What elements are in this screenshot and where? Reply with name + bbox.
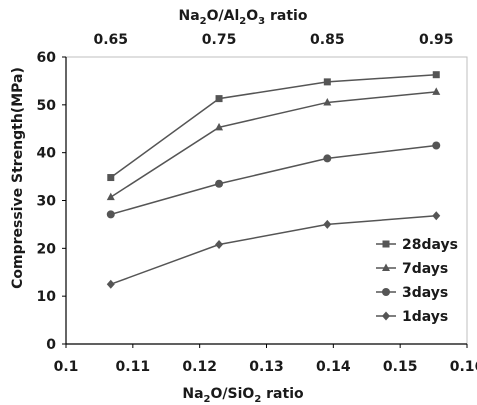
legend-marker <box>382 288 390 296</box>
data-point-28days <box>432 71 440 79</box>
x-tick-label: 0.16 <box>450 359 477 375</box>
data-point-1days <box>432 211 441 221</box>
y-tick-label: 60 <box>37 50 57 66</box>
data-point-28days <box>107 174 115 182</box>
data-point-7days <box>215 122 224 131</box>
top-tick-label: 0.65 <box>94 32 129 48</box>
x-tick-label: 0.11 <box>116 359 151 375</box>
x-tick-label: 0.13 <box>249 359 284 375</box>
legend-label: 1days <box>402 309 448 325</box>
series-line-7days <box>110 91 437 198</box>
data-point-3days <box>215 179 224 188</box>
data-point-28days <box>215 95 223 103</box>
series-line-1days <box>110 215 437 285</box>
legend-marker <box>382 240 390 248</box>
legend-item-3days: 3days <box>376 285 448 301</box>
series-line-3days <box>110 144 437 216</box>
legend-item-1days: 1days <box>376 309 448 325</box>
top-tick-label: 0.85 <box>310 32 345 48</box>
legend-item-7days: 7days <box>376 261 448 277</box>
x-tick-label: 0.15 <box>383 359 418 375</box>
y-tick-label: 20 <box>37 241 57 257</box>
y-tick-label: 30 <box>37 194 57 210</box>
top-axis-title: Na2O/Al2O3 ratio <box>179 8 308 27</box>
x-tick-label: 0.14 <box>316 359 351 375</box>
chart-legend: 28days 7days 3days 1days <box>376 237 458 325</box>
legend-label: 3days <box>402 285 448 301</box>
top-tick-label: 0.95 <box>419 32 454 48</box>
data-point-3days <box>432 141 441 150</box>
data-point-1days <box>106 279 115 289</box>
y-axis-title: Compressive Strength(MPa) <box>10 67 26 289</box>
legend-item-28days: 28days <box>376 237 458 253</box>
y-tick-label: 0 <box>46 337 56 353</box>
data-point-7days <box>106 192 115 201</box>
data-point-1days <box>323 219 332 229</box>
x-tick-label: 0.12 <box>182 359 217 375</box>
data-point-7days <box>432 87 441 95</box>
x-axis-title: Na2O/SiO2 ratio <box>182 386 304 405</box>
series-line-28days <box>110 73 437 179</box>
data-point-3days <box>323 154 332 163</box>
data-point-3days <box>106 210 115 219</box>
y-tick-label: 10 <box>37 289 57 305</box>
top-tick-label: 0.75 <box>202 32 237 48</box>
data-point-1days <box>215 240 224 250</box>
data-point-7days <box>323 97 332 106</box>
legend-marker <box>382 263 390 271</box>
data-point-28days <box>323 78 331 86</box>
legend-marker <box>382 311 390 321</box>
y-tick-label: 50 <box>37 98 57 114</box>
legend-label: 7days <box>402 261 448 277</box>
y-tick-label: 40 <box>37 146 57 162</box>
x-tick-label: 0.1 <box>54 359 79 375</box>
legend-label: 28days <box>402 237 458 253</box>
